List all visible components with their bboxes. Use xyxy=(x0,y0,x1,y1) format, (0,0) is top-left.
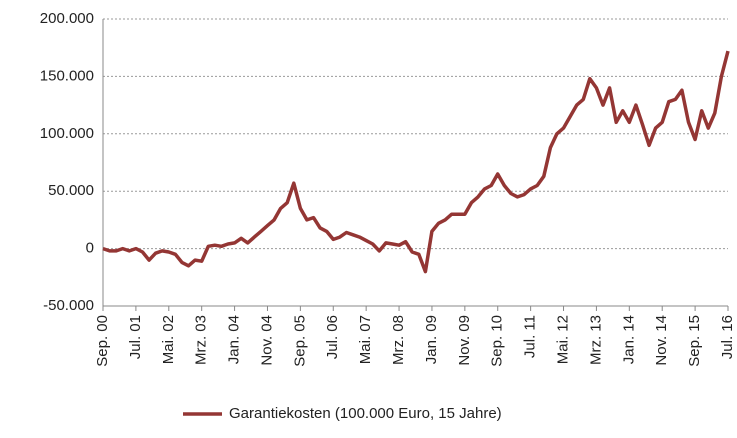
x-tick-label: Nov. 04 xyxy=(258,315,275,366)
line-series xyxy=(102,50,730,274)
y-tick-label: 200.000 xyxy=(40,10,94,27)
x-tick-label: Sep. 15 xyxy=(686,315,703,367)
x-tick-label: Mai. 02 xyxy=(160,315,177,364)
x-tick-label: Jan. 09 xyxy=(423,315,440,364)
x-tick-label: Sep. 10 xyxy=(489,315,506,367)
x-tick-label: Nov. 14 xyxy=(653,315,670,366)
x-tick-label: Jan. 04 xyxy=(226,315,243,364)
x-tick-label: Jul. 11 xyxy=(522,315,539,358)
x-tick-label: Jan. 14 xyxy=(620,315,637,364)
x-tick-label: Mrz. 13 xyxy=(587,315,604,365)
y-tick-label: 150.000 xyxy=(40,67,94,84)
x-tick-label: Mai. 12 xyxy=(554,315,571,364)
legend-label: Garantiekosten (100.000 Euro, 15 Jahre) xyxy=(229,405,502,422)
x-tick-label: Jul. 16 xyxy=(719,315,736,359)
y-tick-label: -50.000 xyxy=(43,297,94,314)
y-tick-label: 50.000 xyxy=(48,182,94,199)
x-tick-label: Mrz. 03 xyxy=(193,315,210,365)
x-tick-label: Jul. 06 xyxy=(324,315,341,359)
x-tick-label: Mrz. 08 xyxy=(390,315,407,365)
y-tick-label: 0 xyxy=(86,240,94,257)
x-tick-label: Jul. 01 xyxy=(127,315,144,359)
y-tick-label: 100.000 xyxy=(40,125,94,142)
x-tick-label: Sep. 05 xyxy=(291,315,308,367)
x-tick-label: Nov. 09 xyxy=(456,315,473,366)
x-tick-label: Mai. 07 xyxy=(357,315,374,364)
x-tick-label: Sep. 00 xyxy=(94,315,111,367)
